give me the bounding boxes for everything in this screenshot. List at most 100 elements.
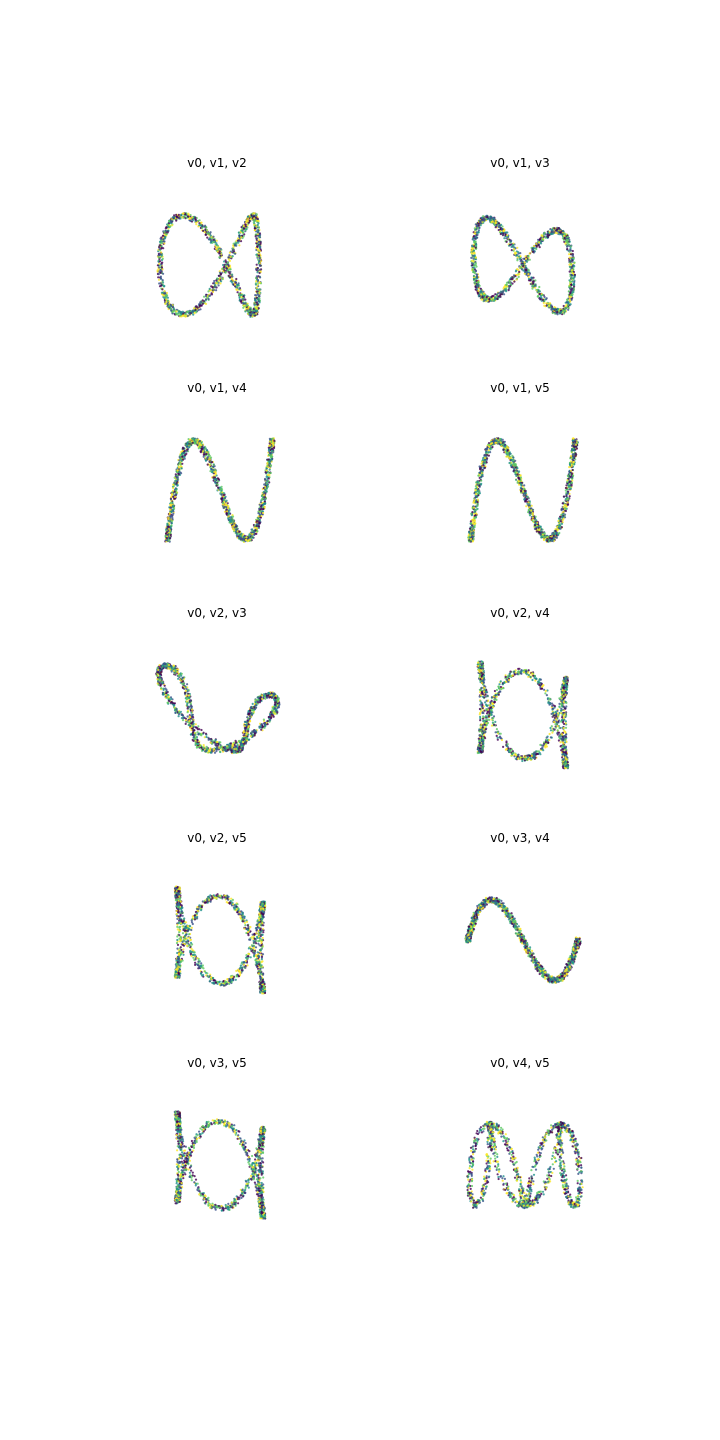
scatter-point <box>180 213 183 216</box>
scatter-point <box>221 501 225 505</box>
scatter-point <box>480 298 483 301</box>
scatter-point <box>172 486 175 490</box>
scatter-point <box>264 491 267 494</box>
scatter-point <box>157 276 160 279</box>
scatter-point <box>203 295 206 298</box>
scatter-point <box>258 271 261 275</box>
scatter-point <box>210 468 213 471</box>
scatter-point <box>269 471 272 475</box>
scatter-point <box>200 224 203 227</box>
scatter-point <box>255 290 258 293</box>
scatter-point <box>568 270 571 273</box>
scatter-point <box>212 463 215 466</box>
subplot-4-title: v0, v1, v5 <box>490 381 549 395</box>
scatter-point <box>563 309 566 312</box>
scatter-point <box>541 298 545 301</box>
scatter-point <box>502 290 505 293</box>
scatter-point <box>239 231 242 234</box>
scatter-point <box>483 292 486 295</box>
scatter-point <box>271 443 275 446</box>
scatter-point <box>566 247 569 251</box>
scatter-point <box>573 261 576 264</box>
scatter-point <box>191 311 194 314</box>
scatter-point <box>164 227 167 230</box>
scatter-point <box>209 241 212 244</box>
scatter-point <box>475 287 478 290</box>
scatter-point <box>480 479 483 482</box>
scatter-point <box>235 277 238 281</box>
scatter-point <box>212 288 215 291</box>
scatter-point <box>254 524 257 527</box>
scatter-point <box>481 219 484 222</box>
scatter-point <box>244 225 247 228</box>
scatter-point <box>175 216 179 219</box>
scatter-point <box>570 295 573 298</box>
scatter-point <box>166 303 169 306</box>
scatter-point <box>506 234 509 237</box>
scatter-point <box>513 248 516 251</box>
scatter-point <box>191 441 194 444</box>
scatter-point <box>477 229 480 232</box>
scatter-point <box>532 280 535 283</box>
scatter-point <box>262 496 265 499</box>
scatter-point <box>479 476 482 479</box>
scatter-point <box>170 220 173 223</box>
scatter-point <box>273 446 276 450</box>
scatter-point <box>251 535 254 538</box>
scatter-point <box>510 278 513 281</box>
scatter-point <box>205 452 208 456</box>
scatter-point <box>202 455 205 458</box>
scatter-point <box>472 249 475 252</box>
scatter-point <box>259 242 262 245</box>
subplot-2-title: v0, v1, v3 <box>490 156 549 170</box>
scatter-point <box>270 449 273 453</box>
subplot-3-title: v0, v1, v4 <box>187 381 246 395</box>
scatter-point <box>175 313 178 316</box>
scatter-point <box>509 243 512 246</box>
scatter-point <box>471 264 474 267</box>
scatter-point <box>519 260 522 263</box>
scatter-point <box>537 289 540 292</box>
scatter-point <box>179 465 182 468</box>
scatter-point <box>171 224 174 227</box>
scatter-point <box>237 241 240 244</box>
scatter-point <box>569 249 573 252</box>
scatter-point <box>210 292 213 295</box>
scatter-point <box>217 478 220 481</box>
scatter-point <box>157 254 160 257</box>
scatter-point <box>234 280 237 283</box>
scatter-point <box>188 444 192 447</box>
scatter-point <box>567 307 570 310</box>
scatter-point <box>233 283 237 286</box>
scatter-point <box>544 233 547 236</box>
scatter-point <box>245 538 248 542</box>
scatter-point <box>208 458 211 461</box>
scatter-point <box>269 444 272 447</box>
scatter-point <box>212 476 215 479</box>
scatter-point <box>259 233 262 236</box>
scatter-point <box>507 289 510 292</box>
scatter-point <box>537 294 540 298</box>
scatter-point <box>208 287 211 290</box>
scatter-point <box>267 458 270 461</box>
scatter-point <box>184 454 187 457</box>
scatter-point <box>522 264 525 267</box>
scatter-point <box>474 223 477 226</box>
scatter-point <box>556 307 559 310</box>
scatter-point <box>508 281 512 284</box>
scatter-point <box>255 280 258 283</box>
scatter-point <box>167 530 170 533</box>
scatter-point <box>569 287 572 290</box>
scatter-point <box>162 240 165 243</box>
scatter-point <box>560 310 563 313</box>
scatter-point <box>217 284 220 287</box>
scatter-point <box>164 292 167 295</box>
scatter-point <box>159 260 162 263</box>
scatter-point <box>553 227 556 230</box>
scatter-point <box>259 248 262 251</box>
scatter-point <box>233 250 236 253</box>
scatter-point <box>572 277 575 280</box>
scatter-point <box>479 290 482 293</box>
scatter-point <box>161 279 164 282</box>
scatter-point <box>505 281 509 284</box>
